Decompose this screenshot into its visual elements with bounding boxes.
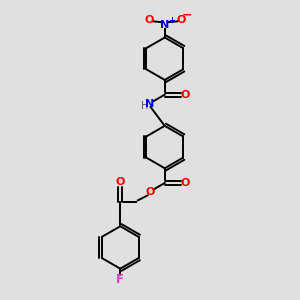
Text: −: − xyxy=(182,9,192,22)
Text: N: N xyxy=(145,99,154,109)
Text: O: O xyxy=(116,177,125,187)
Text: N: N xyxy=(160,20,169,30)
Text: H: H xyxy=(141,100,148,110)
Text: O: O xyxy=(176,15,186,25)
Text: O: O xyxy=(181,90,190,100)
Text: O: O xyxy=(145,15,154,25)
Text: F: F xyxy=(116,273,124,286)
Text: O: O xyxy=(181,178,190,188)
Text: +: + xyxy=(168,16,175,25)
Text: O: O xyxy=(145,188,154,197)
